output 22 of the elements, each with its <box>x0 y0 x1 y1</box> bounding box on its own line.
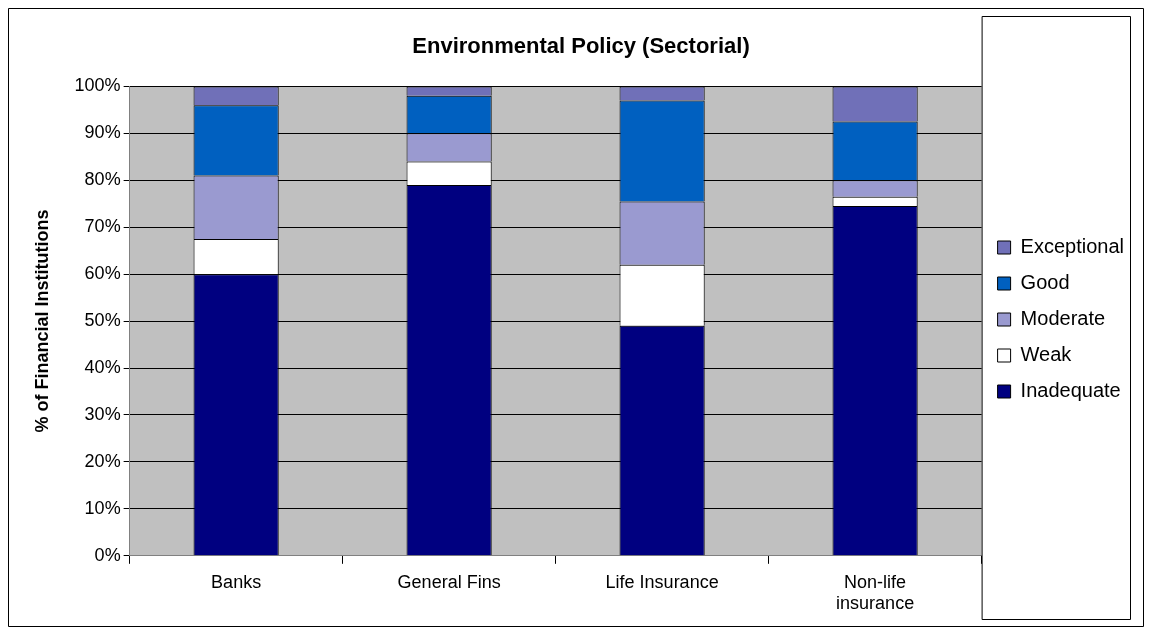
y-tick-label: 50% <box>84 310 121 331</box>
y-tick-label: 100% <box>74 75 121 96</box>
y-tick-label: 10% <box>84 497 121 518</box>
legend-label: Moderate <box>1020 307 1106 330</box>
legend-label: Inadequate <box>1020 379 1121 402</box>
y-tick-label: 90% <box>84 122 121 143</box>
chart-title: Environmental Policy (Sectorial) <box>412 33 750 59</box>
y-tick-label: 70% <box>84 216 121 237</box>
y-tick-label: 40% <box>84 357 121 378</box>
x-tick-label: Banks <box>211 571 262 592</box>
x-tick-label: Life Insurance <box>605 571 719 592</box>
legend-label: Weak <box>1020 343 1073 366</box>
y-tick-label: 30% <box>84 403 121 424</box>
y-tick-label: 0% <box>94 544 121 565</box>
y-axis-title: % of Financial Institutions <box>31 209 52 433</box>
y-tick-label: 60% <box>84 263 121 284</box>
x-tick-label: Non-life insurance <box>836 571 915 614</box>
y-tick-label: 20% <box>84 450 121 471</box>
legend-label: Exceptional <box>1020 235 1125 258</box>
x-tick-label: General Fins <box>397 571 501 592</box>
legend-label: Good <box>1020 271 1070 294</box>
y-tick-label: 80% <box>84 169 121 190</box>
